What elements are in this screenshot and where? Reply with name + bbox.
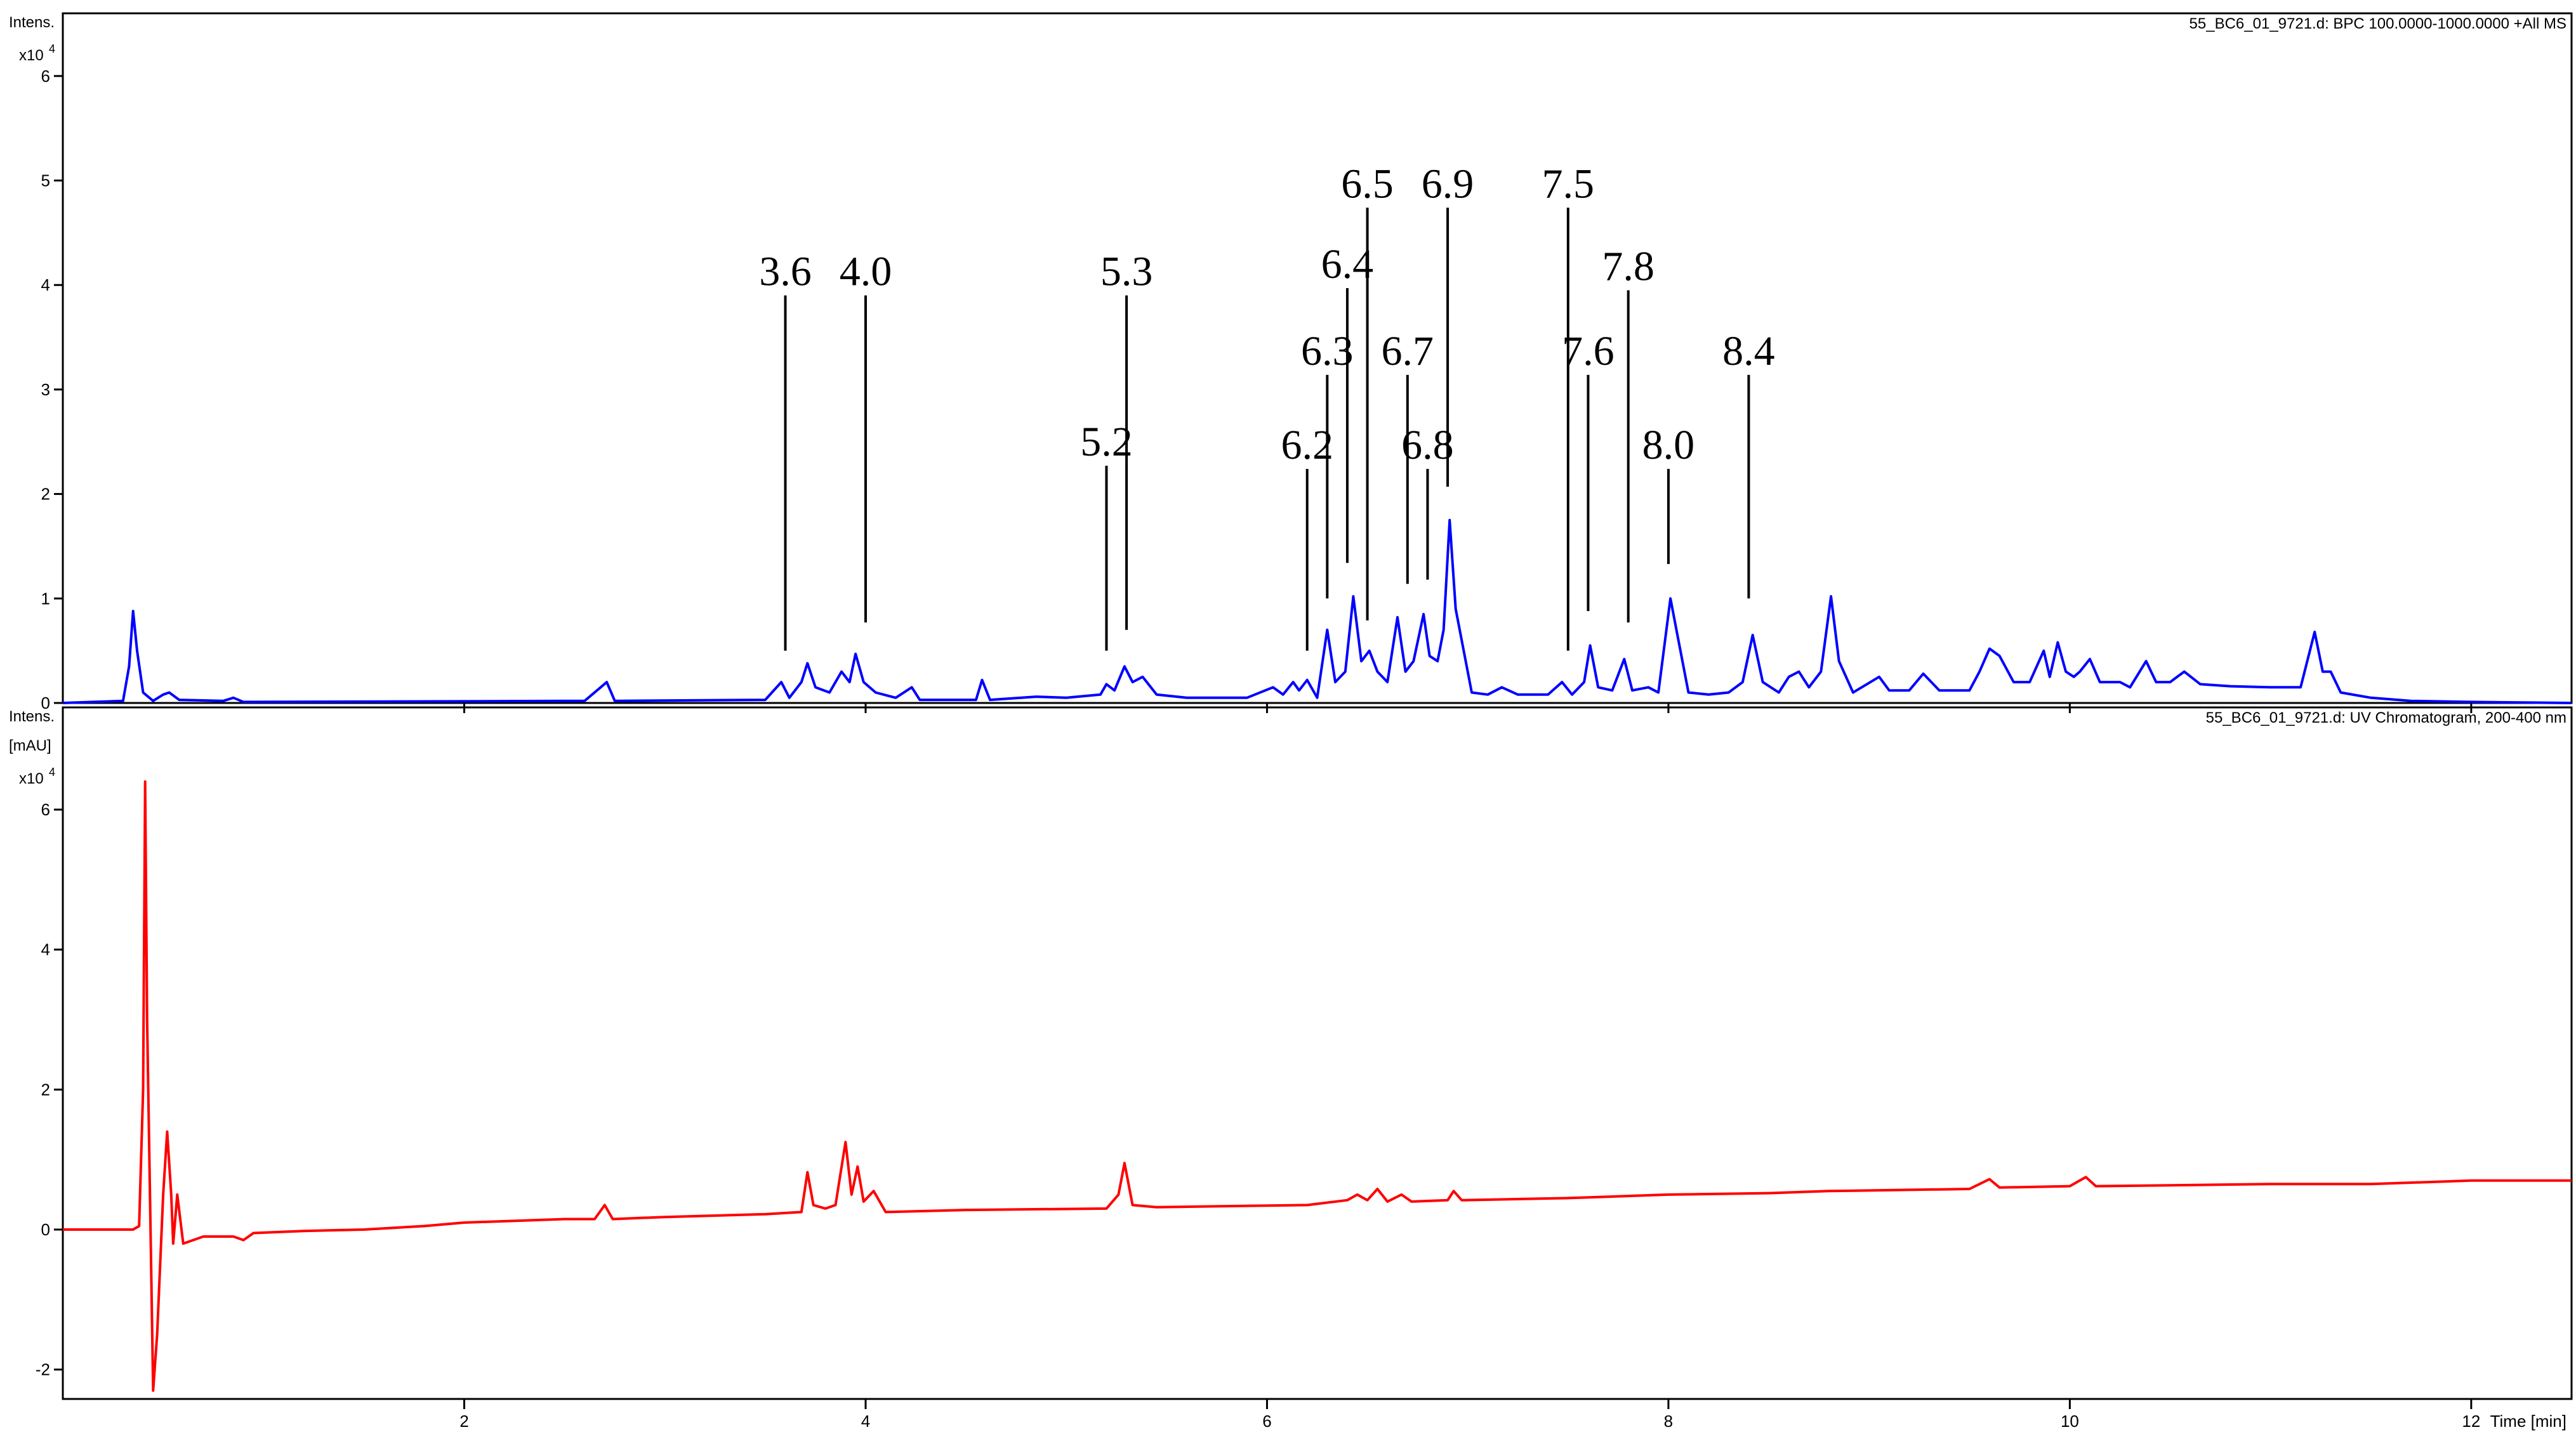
annotation-label: 6.9	[1422, 161, 1474, 207]
x-tick-label: 12	[2462, 1412, 2480, 1431]
y-tick-label: 6	[41, 67, 50, 86]
annotation-label: 7.8	[1602, 243, 1655, 289]
y-tick-label: 1	[41, 589, 50, 608]
annotation-label: 8.0	[1642, 422, 1695, 468]
y-axis-label: [mAU]	[9, 737, 51, 754]
x-tick-label: 6	[1262, 1412, 1271, 1431]
annotation-label: 6.2	[1281, 422, 1333, 468]
annotation-label: 8.4	[1722, 328, 1775, 374]
trace	[63, 780, 2572, 1392]
y-tick-label: 4	[41, 940, 50, 959]
y-scale: x10	[19, 47, 44, 64]
annotation-label: 6.4	[1321, 241, 1374, 287]
y-tick-label: 0	[41, 693, 50, 712]
subtitle: 55_BC6_01_9721.d: UV Chromatogram, 200-4…	[2206, 709, 2566, 726]
y-scale: x10	[19, 770, 44, 787]
annotation-label: 6.3	[1301, 328, 1354, 374]
y-tick-label: 0	[41, 1220, 50, 1239]
y-scale-exponent: 4	[49, 43, 55, 55]
plot-frame	[62, 12, 2573, 704]
trace	[62, 518, 2572, 704]
plot-frame	[62, 706, 2573, 1400]
y-tick-label: -2	[36, 1360, 50, 1379]
annotation-label: 6.5	[1341, 161, 1394, 207]
annotation-label: 5.3	[1100, 249, 1153, 295]
x-tick-label: 10	[2061, 1412, 2079, 1431]
x-axis-label: Time [min]	[2490, 1412, 2566, 1431]
y-tick-label: 6	[41, 800, 50, 819]
annotation-label: 7.6	[1562, 328, 1615, 374]
x-tick-label: 8	[1664, 1412, 1673, 1431]
y-tick-label: 4	[41, 275, 50, 294]
y-tick-label: 3	[41, 380, 50, 399]
y-tick-label: 5	[41, 171, 50, 190]
y-tick-label: 2	[41, 485, 50, 504]
y-tick-label: 2	[41, 1080, 50, 1099]
x-tick-label: 4	[861, 1412, 870, 1431]
y-axis-label: Intens.	[9, 708, 55, 725]
annotation-label: 4.0	[840, 249, 892, 295]
y-axis-label: Intens.	[9, 14, 55, 31]
annotation-label: 7.5	[1542, 161, 1595, 207]
annotation-label: 6.8	[1401, 422, 1454, 468]
subtitle: 55_BC6_01_9721.d: BPC 100.0000-1000.0000…	[2190, 15, 2566, 32]
annotation-label: 6.7	[1382, 328, 1434, 374]
annotation-label: 3.6	[759, 249, 812, 295]
x-tick-label: 2	[459, 1412, 468, 1431]
annotation-label: 5.2	[1080, 419, 1133, 465]
y-scale-exponent: 4	[49, 766, 55, 778]
